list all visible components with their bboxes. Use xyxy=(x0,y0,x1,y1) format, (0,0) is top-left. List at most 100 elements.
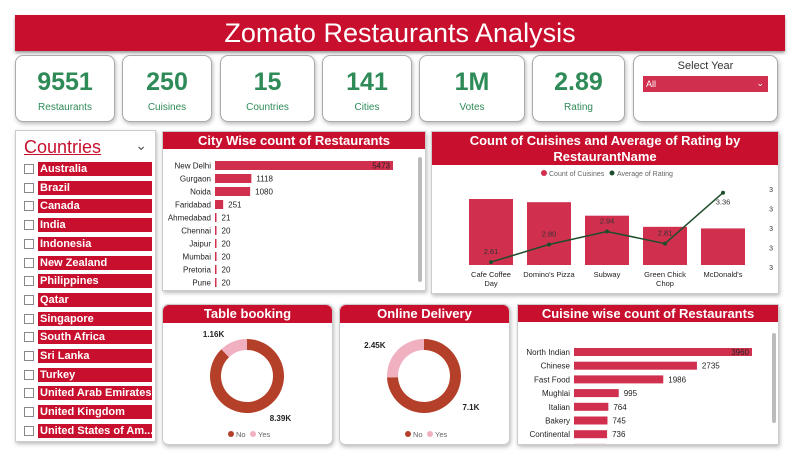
category-label: Italian xyxy=(549,403,570,412)
country-label: Turkey xyxy=(38,367,152,382)
country-item[interactable]: Canada xyxy=(24,199,152,214)
country-item[interactable]: Australia xyxy=(24,162,152,176)
bar xyxy=(574,402,609,411)
data-label: 736 xyxy=(612,430,626,439)
bar xyxy=(574,389,619,398)
checkbox[interactable] xyxy=(24,238,34,249)
checkbox[interactable] xyxy=(24,257,34,268)
checkbox[interactable] xyxy=(24,313,34,324)
bar xyxy=(215,213,217,222)
scrollbar[interactable] xyxy=(418,157,422,282)
checkbox[interactable] xyxy=(24,182,34,193)
data-label: 745 xyxy=(612,417,626,426)
online-delivery-donut: 7.1K 2.45K No Yes xyxy=(364,339,480,439)
bar xyxy=(527,202,571,265)
cuisine-count-title: Cuisine wise count of Restaurants xyxy=(518,305,778,322)
city-chart: New Delhi 5473 Gurgaon 1118 Noida 1080 Faridab… xyxy=(168,161,393,288)
city-chart-title: City Wise count of Restaurants xyxy=(163,132,425,149)
category-label: Chop xyxy=(656,279,674,288)
legend-marker xyxy=(609,170,615,176)
country-item[interactable]: Brazil xyxy=(24,180,152,195)
kpi-label: Restaurants xyxy=(38,102,92,113)
country-item[interactable]: Indonesia xyxy=(24,236,152,251)
country-label: Qatar xyxy=(38,292,152,307)
bar xyxy=(574,348,752,356)
legend-label: Count of Cuisines xyxy=(549,171,605,178)
checkbox[interactable] xyxy=(24,201,34,212)
country-item[interactable]: Philippines xyxy=(24,274,152,289)
kpi-label: Rating xyxy=(564,102,593,113)
legend-label: Yes xyxy=(258,430,270,439)
country-label: Singapore xyxy=(38,311,152,326)
country-label: South Africa xyxy=(38,330,152,345)
checkbox[interactable] xyxy=(24,332,34,343)
kpi-label: Cuisines xyxy=(147,102,187,113)
country-label: United States of Am... xyxy=(38,423,152,438)
kpi-value: 250 xyxy=(146,68,188,96)
country-label: United Kingdom xyxy=(38,405,152,420)
checkbox[interactable] xyxy=(24,351,34,361)
donut-slice xyxy=(221,339,247,358)
category-label: Pune xyxy=(192,279,211,288)
bar xyxy=(643,226,687,265)
country-item[interactable]: Qatar xyxy=(24,292,152,307)
category-label: Noida xyxy=(190,188,211,197)
data-label: 21 xyxy=(222,214,231,223)
checkbox[interactable] xyxy=(24,220,34,231)
rating-point xyxy=(605,229,609,234)
country-label: India xyxy=(38,218,152,233)
checkbox[interactable] xyxy=(24,164,34,174)
checkbox[interactable] xyxy=(24,276,34,287)
country-item[interactable]: United Kingdom xyxy=(24,405,152,420)
country-label: Sri Lanka xyxy=(38,349,152,363)
data-label: 20 xyxy=(222,240,231,249)
cuisine-count-panel: Cuisine wise count of Restaurants North … xyxy=(517,304,779,453)
kpi-value: 9551 xyxy=(37,68,93,96)
country-item[interactable]: Turkey xyxy=(24,367,152,382)
country-item[interactable]: United Arab Emirates xyxy=(24,386,152,401)
country-item[interactable]: South Africa xyxy=(24,330,152,345)
bar xyxy=(701,228,745,265)
kpi-card-cuisines: 250 Cuisines xyxy=(122,55,212,122)
legend-marker xyxy=(250,431,256,437)
category-label: Faridabad xyxy=(175,201,211,210)
rating-point xyxy=(663,241,667,246)
country-label: United Arab Emirates xyxy=(38,386,152,401)
data-label: 2.81 xyxy=(658,229,673,238)
rating-point xyxy=(489,260,493,265)
year-dropdown[interactable]: All ⌄ xyxy=(643,76,768,92)
category-label: North Indian xyxy=(526,348,570,357)
country-item[interactable]: Singapore xyxy=(24,311,152,326)
country-item[interactable]: United States of Am... xyxy=(24,423,152,438)
checkbox[interactable] xyxy=(24,294,34,305)
category-label: Domino's Pizza xyxy=(523,270,575,279)
kpi-card-cities: 141 Cities xyxy=(322,55,412,122)
table-booking-panel: Table booking 8.39K 1.16K No Yes xyxy=(162,304,333,445)
kpi-value: 141 xyxy=(346,68,388,96)
year-slicer: Select Year All ⌄ xyxy=(633,55,778,122)
axis-tick: 3 xyxy=(769,226,773,233)
chevron-down-icon[interactable]: ⌄ xyxy=(135,137,147,153)
kpi-value: 15 xyxy=(253,68,282,96)
category-label: Cafe Coffee xyxy=(471,270,511,279)
category-label: Pretoria xyxy=(183,266,212,275)
year-dropdown-value: All xyxy=(646,79,657,89)
category-label: Chinese xyxy=(541,362,571,371)
bar xyxy=(215,187,251,196)
category-label: Mughlai xyxy=(542,389,570,398)
checkbox[interactable] xyxy=(24,388,34,399)
checkbox[interactable] xyxy=(24,407,34,418)
checkbox[interactable] xyxy=(24,425,34,436)
country-item[interactable]: India xyxy=(24,218,152,233)
data-label: 251 xyxy=(228,201,242,210)
country-item[interactable]: Sri Lanka xyxy=(24,349,152,363)
scrollbar[interactable] xyxy=(772,333,776,423)
data-label: 8.39K xyxy=(270,414,292,423)
checkbox[interactable] xyxy=(24,369,34,380)
country-item[interactable]: New Zealand xyxy=(24,255,152,270)
category-label: New Delhi xyxy=(175,162,212,171)
axis-tick: 3 xyxy=(769,246,773,253)
data-label: 20 xyxy=(222,266,231,275)
country-label: Indonesia xyxy=(38,236,152,251)
year-slicer-label: Select Year xyxy=(677,60,734,72)
